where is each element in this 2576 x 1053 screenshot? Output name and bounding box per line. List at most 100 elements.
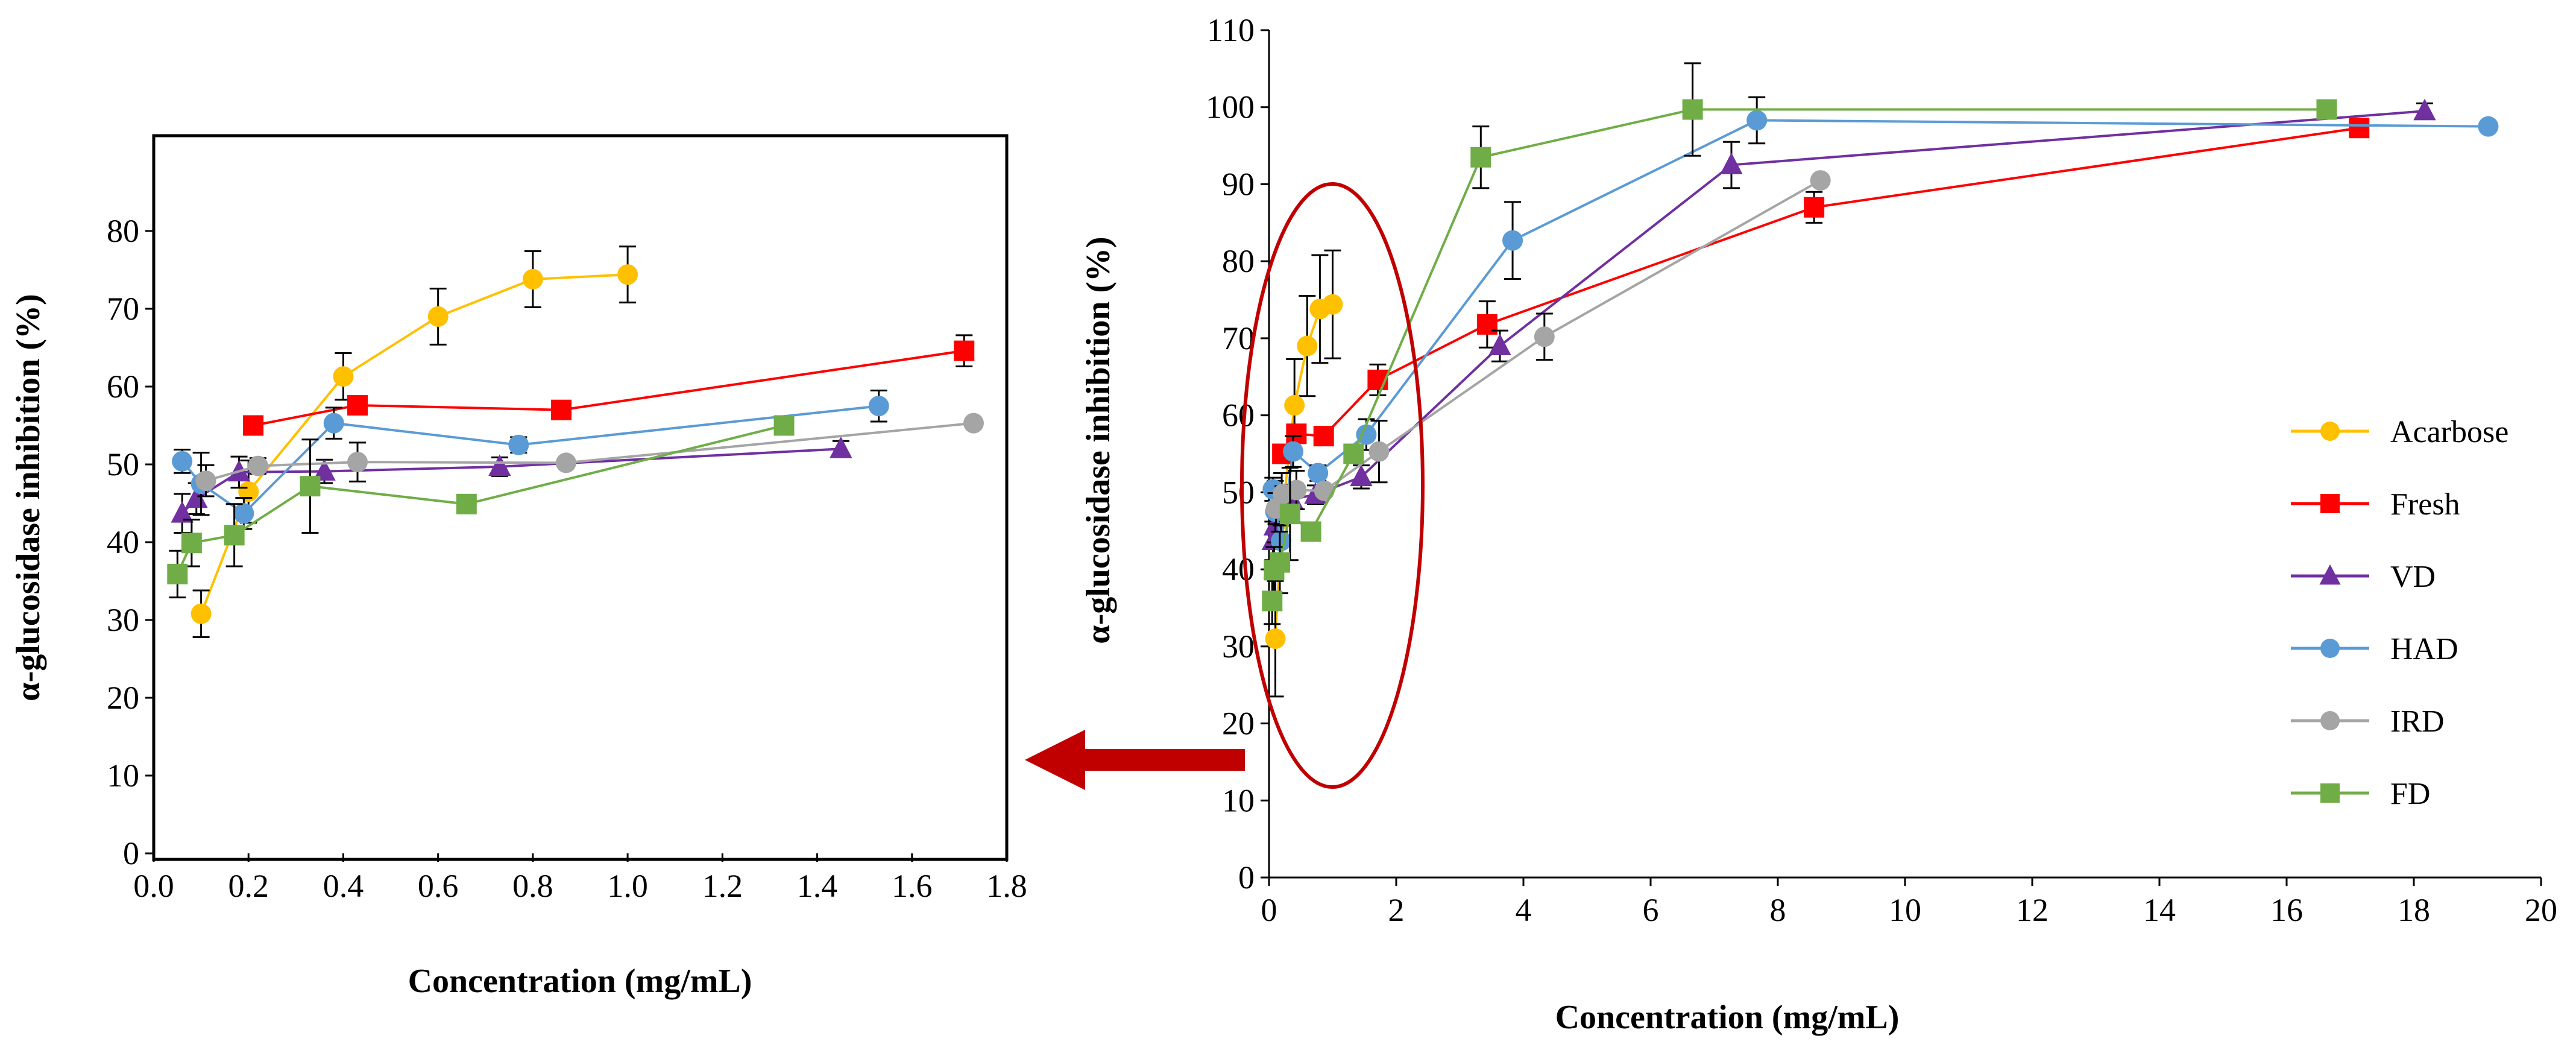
main-y-tick-label: 10 (1222, 782, 1255, 818)
main-point-fresh (2349, 118, 2370, 139)
main-point-fresh (1313, 426, 1334, 447)
inset-point-had (868, 396, 889, 417)
main-series-vd (1261, 98, 2436, 561)
inset-point-fresh (954, 340, 975, 361)
main-point-acarbose (1284, 395, 1305, 416)
legend: Acarbose Fresh VD HAD IRD FD (2291, 415, 2508, 811)
main-series-fd (1262, 62, 2337, 625)
inset-plot-frame (152, 134, 1009, 861)
main-point-vd (1488, 334, 1511, 355)
inset-series-fd (167, 415, 795, 599)
main-point-had (1746, 110, 1768, 131)
inset-point-fresh (347, 394, 368, 416)
legend-item-vd: VD (2291, 560, 2436, 594)
inset-point-acarbose (333, 366, 354, 387)
main-point-fd (2316, 99, 2337, 120)
inset-point-vd (488, 454, 511, 476)
inset-y-tick-label: 60 (107, 368, 139, 405)
inset-x-tick-label: 1.6 (892, 868, 933, 904)
inset-point-fd (181, 533, 202, 554)
main-point-fd (1470, 147, 1491, 168)
inset-series-had (172, 389, 889, 530)
inset-point-had (233, 503, 254, 524)
legend-label: HAD (2390, 632, 2458, 666)
legend-swatch-marker (2319, 564, 2341, 585)
main-x-tick-label: 4 (1516, 892, 1532, 928)
main-x-tick-label: 10 (1889, 892, 1921, 928)
legend-item-acarbose: Acarbose (2291, 415, 2508, 449)
main-series-fresh (1272, 118, 2370, 464)
main-point-had (1283, 441, 1304, 462)
inset-line-acarbose (200, 273, 628, 615)
main-point-fd (1343, 443, 1364, 464)
inset-y-tick-label: 70 (107, 291, 139, 327)
main-point-ird (1286, 479, 1307, 501)
inset-x-tick-label: 1.8 (986, 868, 1027, 904)
legend-item-fresh: Fresh (2291, 487, 2460, 522)
main-point-fd (1269, 552, 1290, 573)
main-series-ird (1265, 170, 1831, 525)
main-point-fresh (1804, 197, 1825, 218)
main-point-vd (1350, 464, 1373, 487)
main-point-fresh (1476, 314, 1497, 335)
legend-swatch-marker (2320, 639, 2340, 658)
main-y-tick-label: 50 (1222, 474, 1255, 510)
inset-point-fresh (243, 415, 264, 436)
inset-point-fd (224, 525, 245, 546)
main-point-vd (2413, 98, 2436, 121)
inset-series-acarbose (191, 245, 638, 638)
inset-point-acarbose (238, 481, 259, 502)
main-y-axis-title: α-glucosidase inhibition (%) (1080, 236, 1117, 644)
main-point-had (1308, 463, 1329, 484)
main-line-vd (1271, 110, 2425, 542)
main-chart: 0 10 20 30 40 50 60 70 80 90 100 110 0 2 4 6 8 10 12 14 16 18… (1206, 12, 2557, 928)
main-y-tick-label: 80 (1222, 243, 1255, 279)
main-point-vd (1720, 153, 1743, 174)
inset-y-tick-label: 80 (107, 213, 139, 249)
inset-point-acarbose (522, 268, 543, 289)
main-point-ird (1534, 326, 1555, 347)
legend-item-ird: IRD (2291, 704, 2445, 739)
legend-item-fd: FD (2291, 777, 2430, 811)
inset-y-tick-label: 10 (107, 757, 139, 794)
main-point-had (1356, 424, 1377, 445)
inset-point-ird (195, 470, 216, 492)
inset-point-had (172, 451, 193, 472)
inset-point-fd (167, 563, 188, 584)
main-point-acarbose (1322, 294, 1343, 315)
main-y-tick-label: 70 (1222, 320, 1255, 356)
main-x-tick-label: 12 (2016, 892, 2049, 928)
main-line-had (1271, 119, 2489, 542)
main-y-tick-label: 40 (1222, 551, 1255, 587)
inset-x-tick-label: 1.4 (797, 868, 838, 904)
main-x-tick-label: 2 (1388, 892, 1405, 928)
inset-x-tick-label: 0.8 (512, 868, 553, 904)
inset-x-tick-label: 1.0 (607, 868, 648, 904)
main-y-tick-label: 100 (1206, 89, 1255, 125)
legend-swatch-marker (2320, 422, 2340, 441)
main-point-had (2478, 116, 2499, 137)
inset-series-ird (195, 413, 984, 498)
inset-point-ird (347, 452, 368, 473)
main-x-axis-title: Concentration (mg/mL) (1555, 999, 1900, 1036)
inset-point-vd (313, 459, 336, 481)
inset-point-fresh (551, 399, 572, 420)
main-x-tick-label: 6 (1643, 892, 1659, 928)
legend-item-had: HAD (2291, 632, 2458, 666)
main-point-fd (1682, 99, 1703, 120)
main-y-tick-label: 90 (1222, 166, 1255, 202)
legend-label: FD (2390, 777, 2430, 811)
main-line-fd (1271, 108, 2327, 601)
inset-x-tick-label: 0.4 (323, 868, 364, 904)
inset-line-fd (176, 424, 785, 575)
inset-point-fd (300, 476, 321, 497)
main-y-tick-label: 0 (1238, 859, 1255, 896)
inset-x-axis-title: Concentration (mg/mL) (408, 963, 752, 1000)
main-x-tick-label: 0 (1261, 892, 1277, 928)
inset-point-fd (456, 493, 477, 514)
main-point-fd (1262, 590, 1283, 612)
legend-label: IRD (2390, 704, 2445, 739)
main-x-tick-label: 8 (1770, 892, 1786, 928)
legend-swatch-marker (2320, 783, 2340, 803)
